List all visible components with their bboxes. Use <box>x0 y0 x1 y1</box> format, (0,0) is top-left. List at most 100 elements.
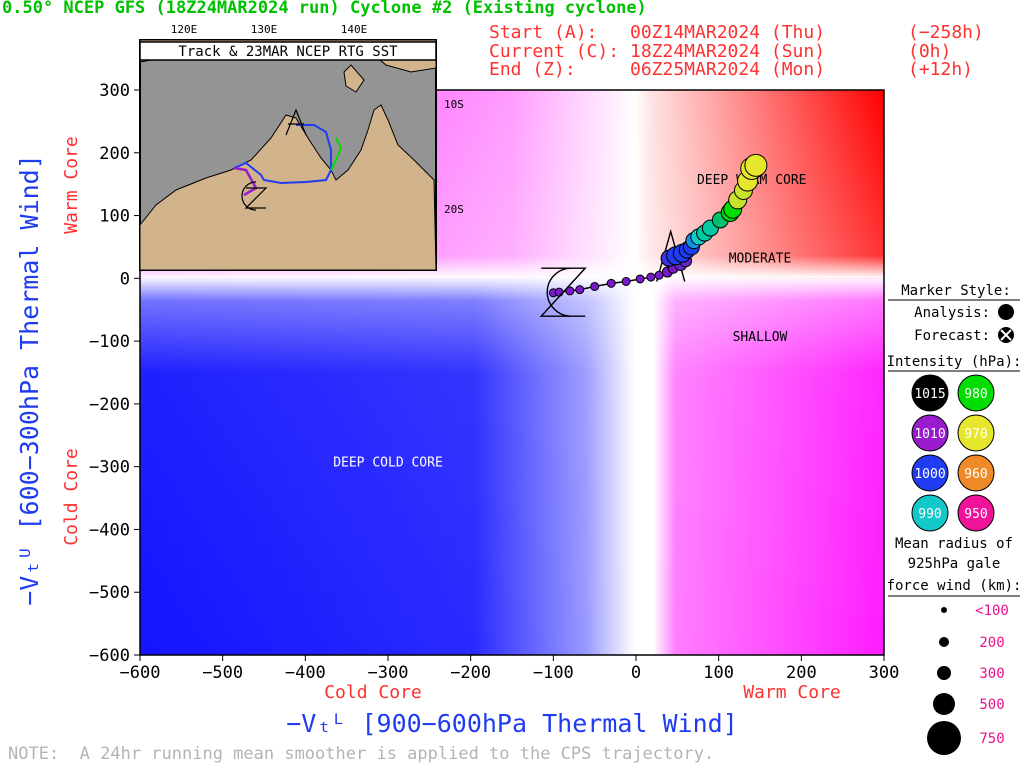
intensity-label: 980 <box>964 387 987 402</box>
lower-fade <box>140 278 884 655</box>
y-tick-label: −100 <box>89 332 130 352</box>
y-tick-label: −500 <box>89 583 130 603</box>
x-tick-label: −400 <box>285 663 326 683</box>
analysis-marker-icon <box>998 304 1014 320</box>
legend-radius-title-1: Mean radius of <box>895 536 1013 552</box>
inset-start-marker <box>285 108 307 136</box>
inset-track-strong <box>330 137 343 171</box>
intensity-swatch <box>957 374 995 412</box>
current-date: 18Z24MAR2024 (Sun) <box>630 41 826 62</box>
radius-label: 300 <box>979 666 1004 682</box>
trajectory-point <box>590 281 600 291</box>
end-marker <box>539 267 587 317</box>
radius-swatch <box>937 666 951 680</box>
intensity-label: 960 <box>964 467 987 482</box>
radius-swatch <box>939 637 949 647</box>
y-tick-label: −400 <box>89 520 130 540</box>
trajectory-point <box>635 274 645 284</box>
x-tick-label: 300 <box>869 663 900 683</box>
inset-track-map: 120E 130E 140E Track & 23MAR NCEP RTG SS… <box>139 23 464 271</box>
inset-end-marker <box>241 181 268 211</box>
inset-track <box>233 124 332 185</box>
trajectory-point <box>606 278 616 288</box>
trajectory-point <box>646 272 656 282</box>
legend-radius-title-2: 925hPa gale <box>908 556 1001 572</box>
inset-title: Track & 23MAR NCEP RTG SST <box>178 44 398 60</box>
chart-title: 0.50° NCEP GFS (18Z24MAR2024 run) Cyclon… <box>2 0 647 18</box>
intensity-swatch <box>957 454 995 492</box>
footnote: NOTE: A 24hr running mean smoother is ap… <box>8 744 715 764</box>
chart-axes: −600 −500 −400 −300 −200 −100 0 100 200 300 300 200… <box>89 81 899 683</box>
inset-lon-label: 140E <box>341 23 368 36</box>
intensity-label: 950 <box>964 507 987 522</box>
x-tick-label: −100 <box>533 663 574 683</box>
legend-forecast-label: Forecast: <box>914 328 990 344</box>
start-offset: (−258h) <box>908 22 984 43</box>
intensity-label: 990 <box>918 507 941 522</box>
radius-swatch <box>927 721 961 755</box>
plot-frame <box>139 89 885 656</box>
legend: Marker Style: Analysis: Forecast: Intens… <box>887 283 1022 755</box>
intensity-swatch <box>957 414 995 452</box>
end-marker-circle <box>546 267 572 317</box>
region-label: DEEP COLD CORE <box>333 456 443 471</box>
intensity-label: 1010 <box>914 427 945 442</box>
inset-lat-label: 20S <box>444 203 464 216</box>
radius-swatch <box>933 693 955 715</box>
intensity-swatch <box>957 494 995 532</box>
legend-marker-style: Marker Style: <box>901 283 1011 299</box>
radius-label: 750 <box>979 731 1004 747</box>
legend-intensity-title: Intensity (hPa): <box>887 354 1022 370</box>
start-label: Start (A): <box>489 22 598 43</box>
y-tick-label: 0 <box>120 269 130 289</box>
inset-australia-land <box>139 104 437 271</box>
x-axis-label: −Vₜᴸ [900−600hPa Thermal Wind] <box>286 709 738 738</box>
start-date: 00Z14MAR2024 (Thu) <box>630 22 826 43</box>
x-tick-label: 100 <box>703 663 734 683</box>
radius-label: <100 <box>975 603 1009 619</box>
x-tick-label: −500 <box>202 663 243 683</box>
inset-lon-label: 120E <box>171 23 198 36</box>
current-offset: (0h) <box>908 41 952 62</box>
trajectory-point <box>565 286 575 296</box>
inset-title-box <box>139 41 437 61</box>
trajectory-point <box>621 276 631 286</box>
region-label: SHALLOW <box>733 330 788 345</box>
intensity-legend: 1015 980 1010 970 1000 960 990 950 <box>911 374 995 532</box>
x-tick-label: 0 <box>631 663 641 683</box>
inset-track-end <box>233 166 258 197</box>
legend-radius-title-3: force wind (km): <box>887 578 1022 594</box>
intensity-label: 1015 <box>914 387 945 402</box>
y-tick-label: −200 <box>89 395 130 415</box>
y-tick-label: 200 <box>99 144 130 164</box>
radius-swatch <box>941 607 947 613</box>
y-tick-label: −300 <box>89 458 130 478</box>
trajectory-point <box>575 285 585 295</box>
radius-label: 500 <box>979 697 1004 713</box>
intensity-label: 1000 <box>914 467 945 482</box>
forecast-marker-icon <box>998 327 1014 343</box>
legend-analysis-label: Analysis: <box>914 305 990 321</box>
end-label: End (Z): <box>489 59 576 80</box>
radius-label: 200 <box>979 635 1004 651</box>
y-tick-label: 300 <box>99 81 130 101</box>
y-axis-label: −Vₜᵁ [600−300hPa Thermal Wind] <box>15 154 44 606</box>
intensity-label: 970 <box>964 427 987 442</box>
region-label: MODERATE <box>729 252 792 267</box>
inset-lon-label: 130E <box>251 23 278 36</box>
x-tick-label: −300 <box>368 663 409 683</box>
x-cold-core-label: Cold Core <box>324 682 422 703</box>
end-date: 06Z25MAR2024 (Mon) <box>630 59 826 80</box>
inset-island <box>343 64 365 93</box>
trajectory-point <box>554 287 564 297</box>
y-tick-label: −600 <box>89 646 130 666</box>
y-cold-core-label: Cold Core <box>61 448 82 546</box>
intensity-swatch <box>911 374 949 412</box>
x-warm-core-label: Warm Core <box>743 682 841 703</box>
intensity-swatch <box>911 454 949 492</box>
x-tick-label: −600 <box>120 663 161 683</box>
intensity-swatch <box>911 494 949 532</box>
x-tick-label: 200 <box>786 663 817 683</box>
end-offset: (+12h) <box>908 59 974 80</box>
